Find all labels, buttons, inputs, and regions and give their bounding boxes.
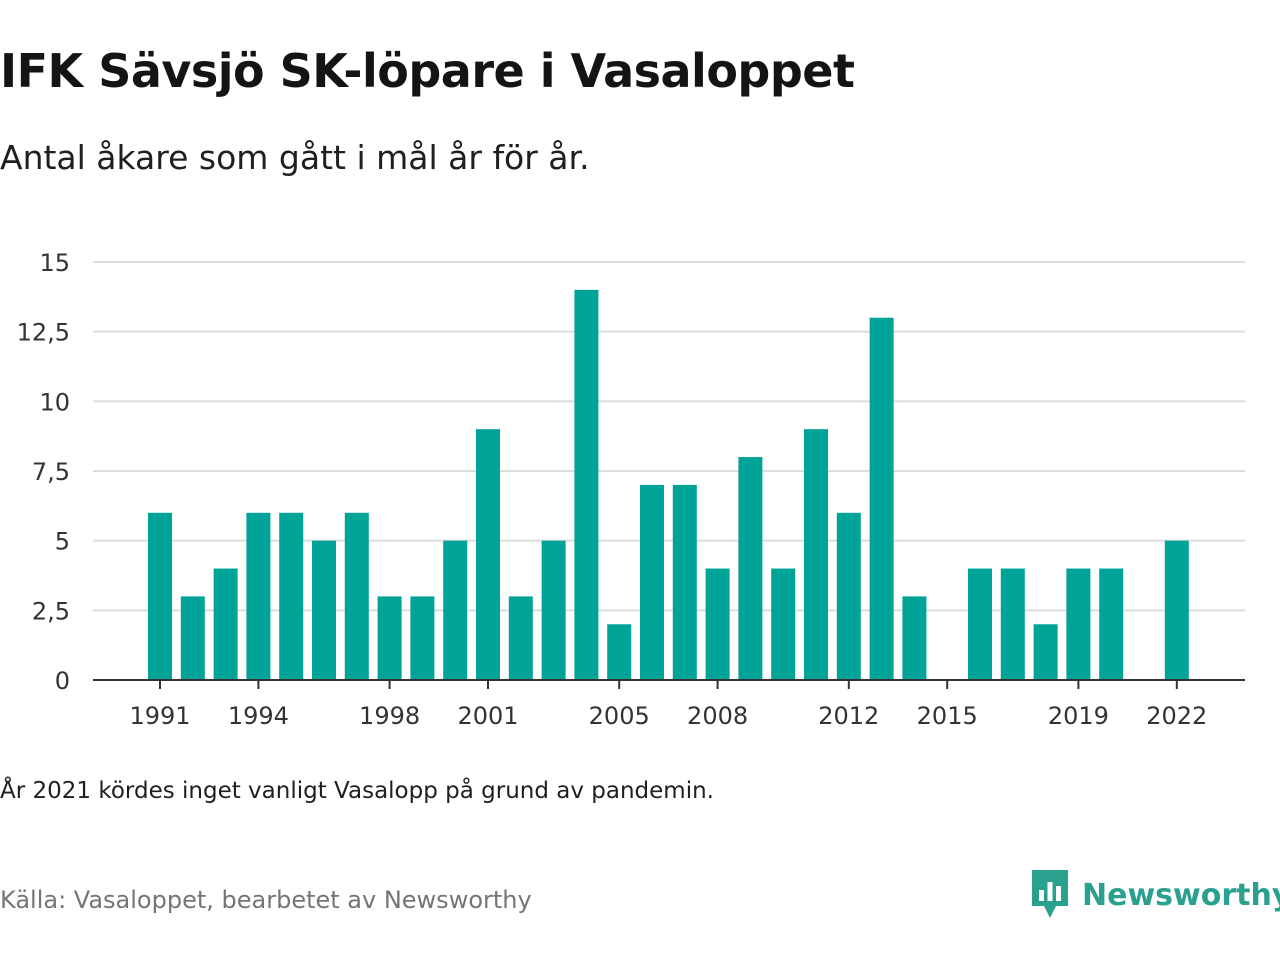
- bar-2016: [968, 568, 992, 680]
- x-tick-label: 2012: [818, 702, 879, 730]
- bar-1991: [148, 512, 172, 680]
- bar-2006: [640, 484, 664, 680]
- bar-1992: [180, 596, 205, 680]
- bar-chart: 0 2,5 5 7,5 10 12,5 15 1991 1994 1998 2001 2005 2008…: [17, 249, 1245, 730]
- y-tick-label: 12,5: [17, 319, 70, 347]
- chart-note: År 2021 kördes inget vanligt Vasalopp på…: [0, 778, 714, 804]
- bar-2018: [1033, 624, 1058, 680]
- x-tick-label: 2005: [589, 702, 650, 730]
- bar-2011: [804, 429, 828, 680]
- bar-2004: [574, 289, 599, 680]
- chart-subtitle: Antal åkare som gått i mål år för år.: [0, 138, 590, 177]
- bar-1994: [246, 512, 271, 680]
- bar-2001: [476, 429, 500, 680]
- x-tick-label: 2015: [917, 702, 978, 730]
- x-tick-label: 2022: [1146, 702, 1207, 730]
- brand-logo: Newsworthy: [1030, 868, 1280, 922]
- bar-1996: [312, 540, 336, 680]
- bar-1995: [279, 512, 304, 680]
- y-tick-label: 15: [39, 249, 70, 277]
- bar-1999: [410, 596, 435, 680]
- x-tick-label: 1998: [359, 702, 420, 730]
- y-tick-label: 0: [55, 667, 70, 695]
- bar-2010: [771, 568, 796, 680]
- bar-2007: [672, 484, 697, 680]
- brand-name: Newsworthy: [1082, 877, 1280, 913]
- x-tick-label: 2001: [457, 702, 518, 730]
- y-tick-label: 10: [39, 388, 70, 416]
- bar-2000: [443, 540, 468, 680]
- bar-2002: [508, 596, 533, 680]
- bar-2017: [1000, 568, 1025, 680]
- source-credit: Källa: Vasaloppet, bearbetet av Newswort…: [0, 886, 532, 914]
- bar-2009: [738, 457, 763, 680]
- bar-1998: [377, 596, 402, 680]
- x-tick-label: 2008: [687, 702, 748, 730]
- bar-1993: [213, 568, 238, 680]
- bar-2012: [836, 512, 861, 680]
- bar-2019: [1066, 568, 1091, 680]
- bar-2020: [1099, 568, 1124, 680]
- bar-2008: [705, 568, 730, 680]
- bar-2022: [1164, 540, 1189, 680]
- bar-2013: [869, 317, 894, 680]
- x-tick-label: 2019: [1048, 702, 1109, 730]
- bar-2003: [541, 540, 566, 680]
- y-tick-label: 2,5: [32, 597, 70, 625]
- newsworthy-logo-icon: [1032, 870, 1068, 918]
- y-tick-label: 7,5: [32, 458, 70, 486]
- x-tick-label: 1994: [228, 702, 289, 730]
- bar-2014: [902, 596, 927, 680]
- chart-title: IFK Sävsjö SK-löpare i Vasaloppet: [0, 44, 855, 98]
- bar-1997: [344, 512, 369, 680]
- y-tick-label: 5: [55, 528, 70, 556]
- bar-2005: [607, 624, 632, 680]
- x-tick-label: 1991: [129, 702, 190, 730]
